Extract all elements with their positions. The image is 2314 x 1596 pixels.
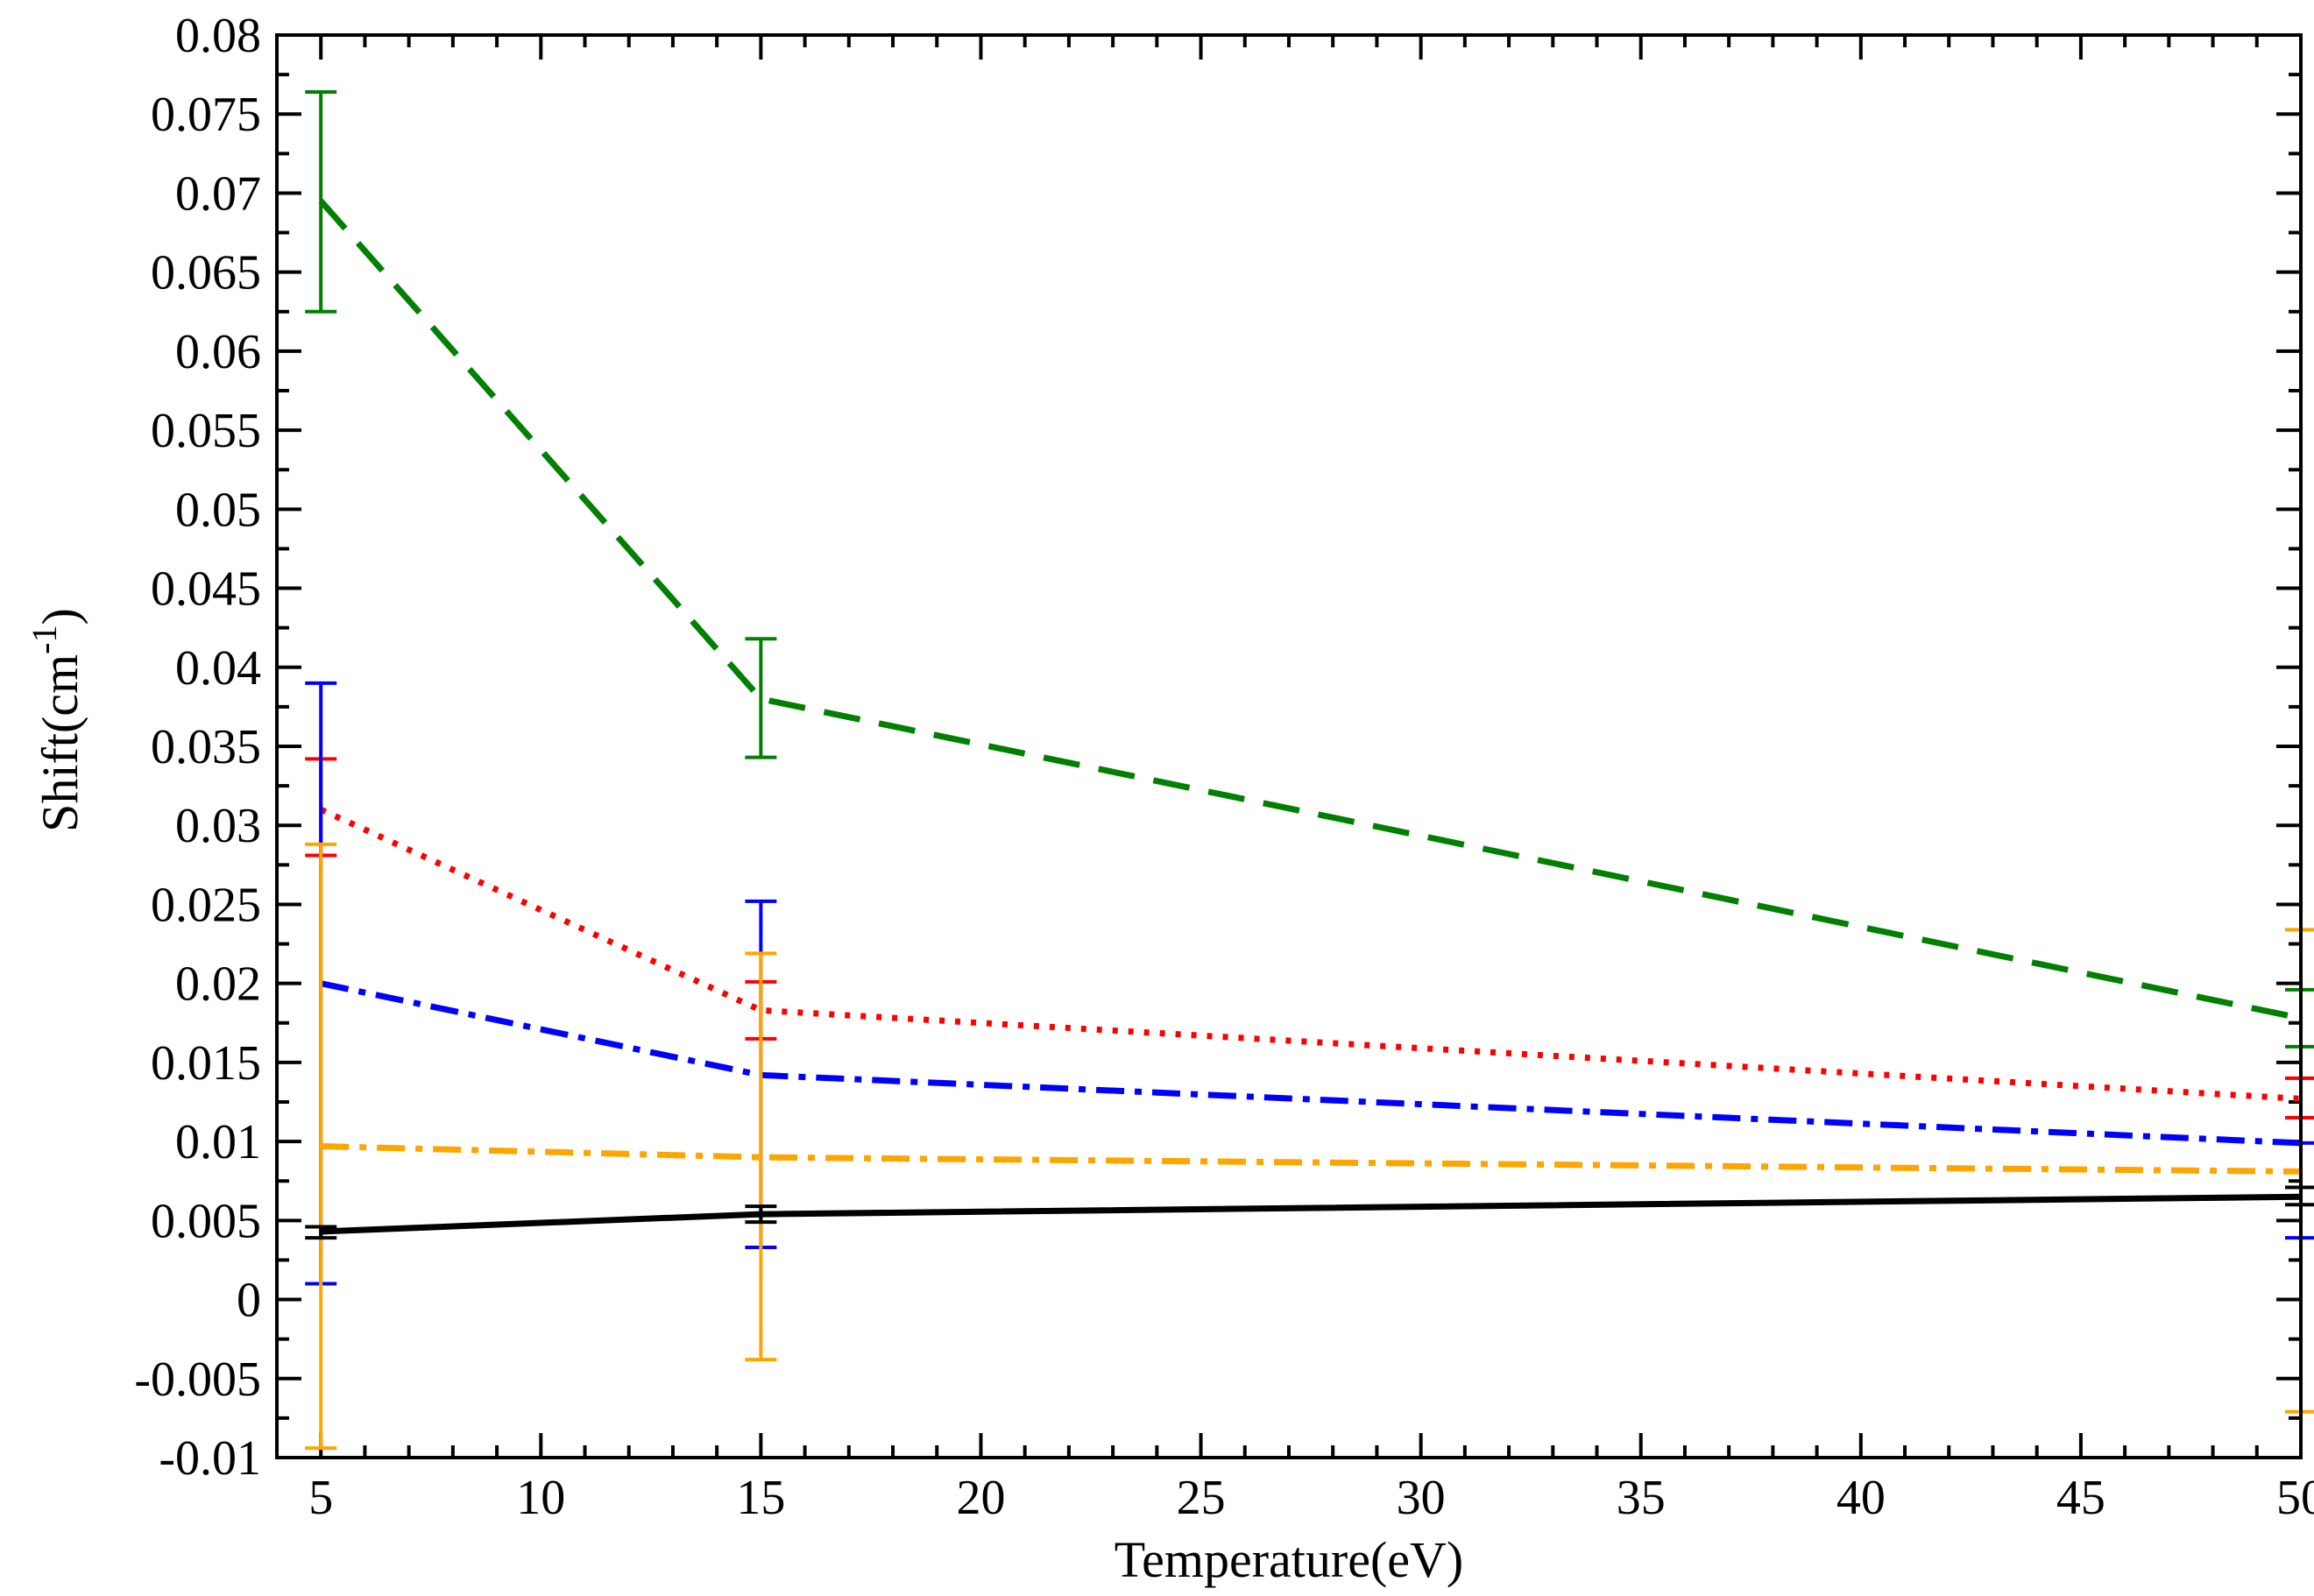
x-tick-label: 25 [1177, 1471, 1226, 1525]
plot-frame [275, 33, 2303, 1459]
y-tick-label: 0.045 [151, 562, 261, 617]
series-4 [305, 842, 2314, 1451]
y-tick-label: 0.075 [151, 88, 261, 142]
labels-layer: 5 10 15 20 25 30 35 40 45 50 -0.01 -0.005 0 0.005 0.01… [134, 9, 2314, 1525]
series-layer [305, 89, 2314, 1451]
x-tick-label: 15 [736, 1471, 785, 1525]
y-tick-label: 0.055 [151, 404, 261, 458]
x-tick-label: 40 [1836, 1471, 1886, 1525]
data-point [320, 1146, 322, 1148]
x-axis-title: Temperature(eV) [1115, 1531, 1463, 1588]
series-line [321, 1143, 2302, 1175]
x-tick-label: 50 [2276, 1471, 2314, 1525]
x-tick-label: 35 [1617, 1471, 1666, 1525]
y-tick-label: 0.03 [175, 799, 261, 853]
y-tick-label: 0.04 [175, 641, 261, 696]
y-tick-label: -0.01 [159, 1431, 261, 1486]
x-tick-label: 20 [956, 1471, 1005, 1525]
y-tick-label: 0.065 [151, 246, 261, 300]
y-axis-title-main: Shift(cm [32, 654, 88, 832]
y-tick-label: 0.015 [151, 1036, 261, 1091]
x-tick-label: 30 [1397, 1471, 1446, 1525]
series-line [319, 806, 2302, 1102]
ticks-layer [275, 33, 2303, 1459]
y-tick-label: -0.005 [134, 1352, 261, 1407]
series-1 [305, 89, 2314, 1049]
y-axis-title: Shift(cm-1) [25, 608, 88, 832]
y-tick-label: 0.005 [151, 1194, 261, 1248]
series-2 [305, 757, 2314, 1120]
y-tick-label: 0.07 [175, 166, 261, 221]
y-axis-title-close: ) [32, 608, 88, 625]
series-3 [305, 681, 2314, 1286]
x-tick-label: 45 [2056, 1471, 2105, 1525]
y-tick-label: 0.025 [151, 878, 261, 932]
data-point [320, 1231, 322, 1232]
series-line [320, 980, 2302, 1147]
y-tick-label: 0.02 [175, 957, 261, 1012]
y-tick-label: 0.08 [175, 9, 261, 63]
y-tick-label: 0.035 [151, 720, 261, 774]
y-tick-label: 0.01 [175, 1115, 261, 1169]
y-tick-label: 0.06 [175, 325, 261, 379]
y-axis-title-sup: -1 [25, 625, 64, 654]
series-5 [305, 1185, 2314, 1240]
y-tick-label: 0 [237, 1274, 261, 1328]
x-tick-label: 5 [308, 1471, 333, 1525]
x-tick-label: 10 [516, 1471, 565, 1525]
series-line [321, 1193, 2302, 1235]
series-line [318, 199, 2302, 1021]
y-tick-label: 0.05 [175, 483, 261, 537]
